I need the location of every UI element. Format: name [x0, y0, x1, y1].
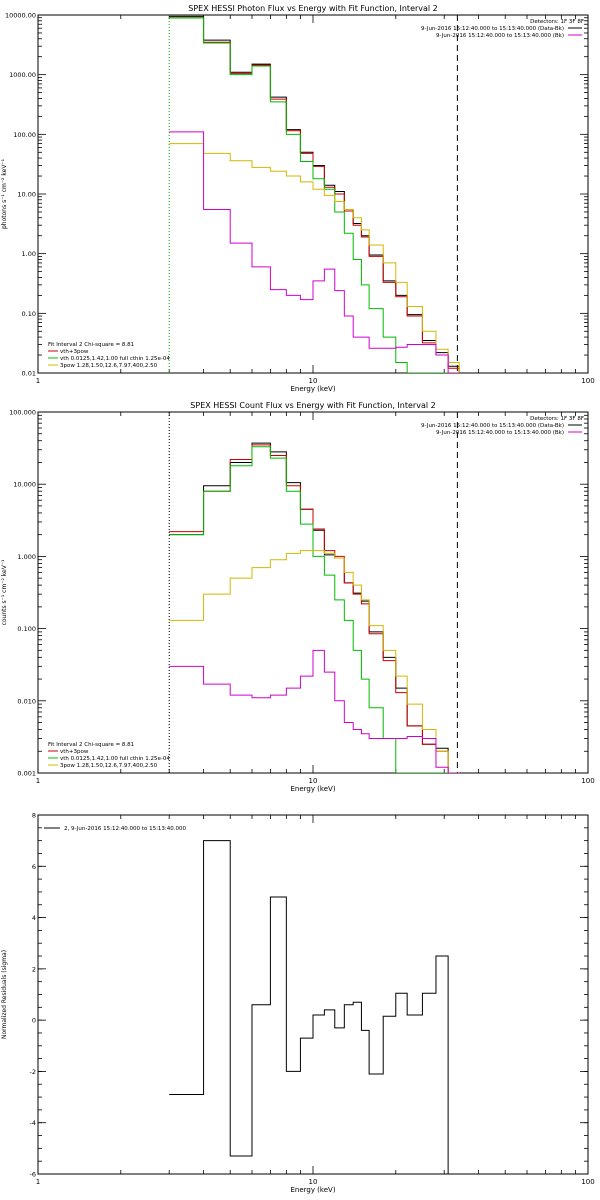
series-bk	[169, 131, 460, 373]
y-tick-label: 10.00	[17, 191, 36, 199]
x-tick-label: 100	[581, 1178, 594, 1186]
y-axis-label: photons s⁻¹ cm⁻² keV⁻¹	[1, 158, 8, 229]
x-tick-label: 10	[309, 1178, 318, 1186]
legend-label: vth 0.0125,1.42,1.00 full cthin 1.25e-04	[60, 756, 170, 762]
legend-label: 3pow 1.28,1.50,12.6,7.97,400,2.50	[60, 763, 158, 769]
y-tick-label: 2	[32, 965, 36, 973]
series-3pow	[169, 143, 460, 373]
y-tick-label: 0.10	[22, 310, 36, 318]
chart-panel-1: SPEX HESSI Photon Flux vs Energy with Fi…	[1, 4, 595, 393]
y-tick-label: 1.000	[17, 553, 36, 561]
x-tick-label: 1	[36, 377, 40, 385]
chart-panel-3: Energy (keV) Normalized Residuals (sigma)…	[1, 812, 595, 1195]
y-tick-label: 0.01	[22, 370, 36, 378]
y-tick-label: 0.010	[17, 697, 36, 705]
x-tick-label: 100	[581, 777, 594, 785]
legend-label: 3pow 1.28,1.50,12.6,7.97,400,2.50	[60, 363, 158, 369]
series-vth-3pow	[169, 444, 460, 773]
y-tick-label: 100.00	[13, 131, 36, 139]
chart-panel-2: SPEX HESSI Count Flux vs Energy with Fit…	[1, 401, 595, 793]
info-line: 9-Jun-2016 15:12:40.000 to 15:13:40.000 …	[436, 33, 564, 39]
y-tick-label: -6	[30, 1171, 36, 1179]
info-line: 9-Jun-2016 15:12:40.000 to 15:13:40.000 …	[421, 26, 564, 32]
legend-label: vth 0.0125,1.42,1.00 full cthin 1.25e-04	[60, 356, 170, 362]
legend-label: vth+3pow	[60, 749, 89, 755]
series-data-bk	[169, 15, 460, 373]
y-tick-label: 0	[32, 1017, 36, 1025]
series-residuals	[169, 840, 460, 1174]
series-vth-3pow	[169, 17, 460, 373]
y-tick-label: 4	[32, 914, 36, 922]
series-bk	[169, 649, 460, 773]
y-tick-label: 6	[32, 863, 36, 871]
legend-label: 2, 9-Jun-2016 15:12:40.000 to 15:13:40.0…	[64, 826, 187, 832]
chart-title: SPEX HESSI Photon Flux vs Energy with Fi…	[188, 4, 438, 13]
info-line: Detectors: 1F 3F 8F	[530, 19, 584, 25]
x-tick-label: 100	[581, 377, 594, 385]
y-tick-label: 10.000	[13, 481, 36, 489]
x-axis-label: Energy (keV)	[290, 385, 335, 393]
y-axis-label: counts s⁻¹ cm⁻² keV⁻¹	[1, 559, 8, 625]
y-axis-label: Normalized Residuals (sigma)	[1, 950, 8, 1039]
axes-frame	[37, 814, 589, 1175]
y-tick-label: 0.001	[17, 770, 36, 778]
y-tick-label: 8	[32, 812, 36, 820]
chart-title: SPEX HESSI Count Flux vs Energy with Fit…	[190, 401, 435, 410]
y-tick-label: -4	[30, 1119, 36, 1127]
series-3pow	[169, 550, 460, 773]
x-tick-label: 10	[309, 777, 318, 785]
x-tick-label: 1	[36, 777, 40, 785]
x-axis-label: Energy (keV)	[290, 1186, 335, 1194]
y-tick-label: 1000.00	[9, 71, 36, 79]
axes-frame	[37, 14, 589, 374]
legend-label: Fit Interval 2 Chi-square = 8.81	[48, 342, 134, 348]
x-tick-label: 1	[36, 1178, 40, 1186]
series-vth	[169, 17, 460, 373]
series-vth	[169, 446, 460, 773]
y-tick-label: -2	[30, 1068, 36, 1076]
series-data-bk	[169, 442, 460, 773]
axes-frame	[37, 411, 589, 774]
x-tick-label: 10	[309, 377, 318, 385]
legend-label: vth+3pow	[60, 349, 89, 355]
legend-label: Fit Interval 2 Chi-square = 8.81	[48, 742, 134, 748]
y-tick-label: 10000.00	[5, 12, 36, 20]
info-line: 9-Jun-2016 15:12:40.000 to 15:13:40.000 …	[421, 423, 564, 429]
y-tick-label: 1.00	[22, 250, 36, 258]
info-line: 9-Jun-2016 15:12:40.000 to 15:13:40.000 …	[436, 430, 564, 436]
y-tick-label: 0.100	[17, 625, 36, 633]
info-line: Detectors: 1F 3F 8F	[530, 416, 584, 422]
x-axis-label: Energy (keV)	[290, 785, 335, 793]
y-tick-label: 100.000	[9, 409, 36, 417]
